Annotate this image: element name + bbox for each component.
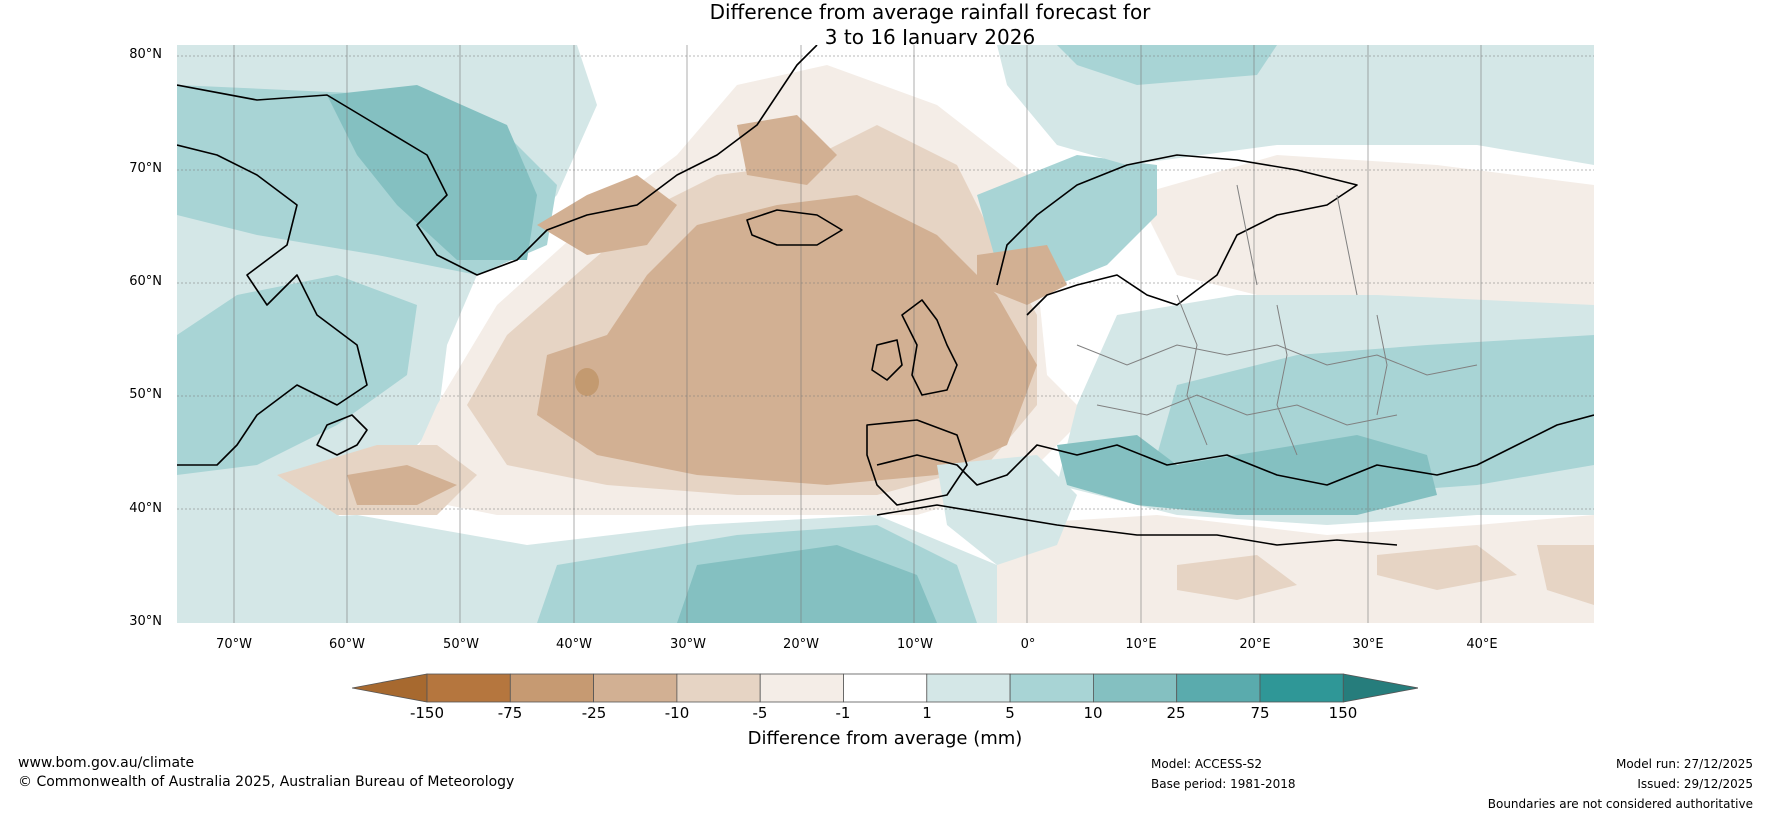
lon-label-20w: 20°W bbox=[783, 637, 819, 652]
colorbar-cell bbox=[843, 673, 928, 703]
europe-south-coast bbox=[876, 414, 1594, 486]
footer-issued: Issued: 29/12/2025 bbox=[1637, 777, 1753, 791]
colorbar-label-m1: -1 bbox=[835, 704, 851, 722]
iceland-coast bbox=[746, 209, 843, 246]
footer-model: Model: ACCESS-S2 bbox=[1151, 757, 1263, 771]
wet-light-mediterranean bbox=[937, 455, 1077, 565]
chart-title: Difference from average rainfall forecas… bbox=[0, 0, 1770, 50]
dry-strong-atlantic bbox=[537, 195, 1037, 485]
dry-strong-iceland-n bbox=[737, 115, 837, 185]
lon-label-10e: 10°E bbox=[1125, 637, 1157, 652]
baffin-coast bbox=[177, 144, 368, 466]
colorbar-cell bbox=[1093, 673, 1178, 703]
meridians bbox=[233, 45, 1482, 623]
wet-strong-south bbox=[677, 545, 937, 623]
colorbar-cell bbox=[593, 673, 678, 703]
lon-label-50w: 50°W bbox=[443, 637, 479, 652]
colorbar-extension-low bbox=[352, 673, 428, 703]
lat-label-70n: 70°N bbox=[129, 161, 162, 176]
dry-light-north-africa bbox=[997, 515, 1594, 623]
lon-label-70w: 70°W bbox=[216, 637, 252, 652]
dry-strong-southwest bbox=[347, 465, 457, 505]
dry-strong-greenland-se bbox=[537, 175, 677, 255]
lon-label-20e: 20°E bbox=[1239, 637, 1271, 652]
lat-label-60n: 60°N bbox=[129, 274, 162, 289]
lon-label-0: 0° bbox=[1020, 637, 1036, 652]
colorbar-label-5: 5 bbox=[1005, 704, 1015, 722]
lon-label-60w: 60°W bbox=[329, 637, 365, 652]
rainfall-anomaly-map bbox=[177, 45, 1594, 623]
colorbar-cell bbox=[676, 673, 761, 703]
colorbar-label-10: 10 bbox=[1083, 704, 1103, 722]
lon-label-30w: 30°W bbox=[670, 637, 706, 652]
lon-label-10w: 10°W bbox=[897, 637, 933, 652]
wet-medium-labrador bbox=[177, 275, 417, 475]
colorbar-cell bbox=[759, 673, 844, 703]
wet-strong-greenland bbox=[327, 85, 537, 260]
country-borders bbox=[1076, 184, 1478, 456]
colorbar-cell bbox=[1176, 673, 1261, 703]
footer-url[interactable]: www.bom.gov.au/climate bbox=[18, 755, 195, 771]
footer-model-run: Model run: 27/12/2025 bbox=[1615, 757, 1753, 771]
greenland-coast bbox=[177, 45, 818, 276]
colorbar-label-1: 1 bbox=[922, 704, 932, 722]
dry-medium-north-africa bbox=[1177, 545, 1594, 605]
iberia-coast bbox=[866, 419, 968, 506]
newfoundland-coast bbox=[316, 414, 368, 456]
wet-strong-balkans bbox=[1057, 435, 1437, 515]
colorbar-label-75: 75 bbox=[1250, 704, 1270, 722]
britain-coast bbox=[901, 299, 958, 396]
colorbar-label-25: 25 bbox=[1166, 704, 1186, 722]
colorbar-cells bbox=[352, 673, 1418, 703]
map-svg bbox=[177, 45, 1594, 623]
footer-base-period: Base period: 1981-2018 bbox=[1151, 777, 1296, 791]
lon-label-30e: 30°E bbox=[1352, 637, 1384, 652]
colorbar-cell bbox=[426, 673, 511, 703]
colorbar-extension-high bbox=[1342, 673, 1418, 703]
footer-copyright: © Commonwealth of Australia 2025, Austra… bbox=[18, 774, 515, 790]
colorbar-label-m150: -150 bbox=[409, 704, 445, 722]
colorbar-cell bbox=[1259, 673, 1344, 703]
north-africa-coast bbox=[876, 504, 1398, 546]
lon-label-40w: 40°W bbox=[556, 637, 592, 652]
dry-extreme-spot bbox=[575, 368, 599, 396]
colorbar-label-150: 150 bbox=[1328, 704, 1358, 722]
lon-label-40e: 40°E bbox=[1466, 637, 1498, 652]
dry-strong-skagerrak bbox=[977, 245, 1067, 305]
title-line-1: Difference from average rainfall forecas… bbox=[709, 0, 1151, 24]
colorbar-label-m75: -75 bbox=[497, 704, 523, 722]
colorbar-cell bbox=[509, 673, 595, 703]
footer-boundaries: Boundaries are not considered authoritat… bbox=[1487, 797, 1753, 811]
ireland-coast bbox=[871, 339, 903, 381]
wet-medium-arctic bbox=[1057, 45, 1277, 85]
graticule bbox=[177, 55, 1594, 510]
lat-label-80n: 80°N bbox=[129, 47, 162, 62]
coastlines bbox=[177, 45, 1594, 546]
dry-light-scandinavia bbox=[1137, 155, 1594, 325]
lat-label-30n: 30°N bbox=[129, 614, 162, 629]
colorbar-label-m5: -5 bbox=[752, 704, 768, 722]
colorbar-label-m10: -10 bbox=[664, 704, 690, 722]
colorbar-cell bbox=[1009, 673, 1094, 703]
colorbar bbox=[352, 673, 1418, 703]
lat-label-40n: 40°N bbox=[129, 501, 162, 516]
colorbar-label-m25: -25 bbox=[581, 704, 607, 722]
colorbar-title: Difference from average (mm) bbox=[747, 728, 1023, 749]
colorbar-cell bbox=[926, 673, 1011, 703]
lat-label-50n: 50°N bbox=[129, 387, 162, 402]
scandinavia-coast bbox=[996, 154, 1358, 316]
